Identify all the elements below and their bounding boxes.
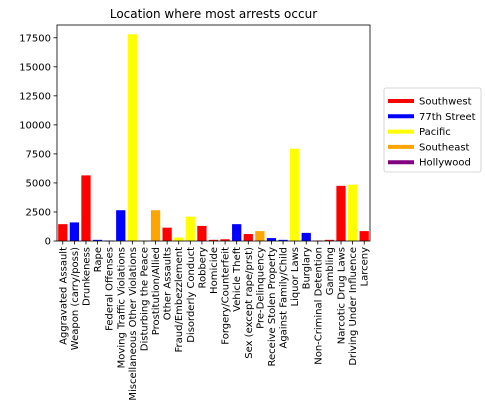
x-tick-label: Receive Stolen Property <box>267 247 278 367</box>
bar <box>266 238 277 241</box>
y-tick-label: 7500 <box>26 149 51 160</box>
bar <box>127 34 137 242</box>
x-tick-label: Forgery/Counterfeit <box>221 247 232 345</box>
x-tick-label: Pre-Delinquency <box>255 247 266 329</box>
legend-label: 77th Street <box>419 112 476 123</box>
bar <box>255 231 265 241</box>
legend-label: Southeast <box>419 142 470 153</box>
x-tick-label: Robbery <box>197 247 208 289</box>
x-tick-label: Homicide <box>209 247 220 294</box>
bar <box>220 239 230 241</box>
y-tick-label: 2500 <box>26 207 51 218</box>
y-tick-label: 15000 <box>19 62 51 73</box>
x-tick-label: Disturbing the Peace <box>139 247 150 351</box>
bar <box>92 239 103 241</box>
bar <box>58 224 68 241</box>
bar <box>69 222 80 241</box>
y-tick-label: 12500 <box>19 91 51 102</box>
plot-frame <box>56 24 371 242</box>
x-tick-label: Liquor Laws <box>290 247 301 307</box>
x-tick-label: Prostitution/Allied <box>151 247 162 335</box>
bar <box>197 225 207 241</box>
legend-box <box>383 87 482 173</box>
legend-label: Southwest <box>419 97 472 108</box>
x-tick-label: Rape <box>93 247 104 272</box>
y-tick-label: 0 <box>45 237 51 248</box>
bar <box>347 184 358 241</box>
x-tick-label: Gambling <box>325 247 336 295</box>
y-tick-label: 17500 <box>19 33 51 44</box>
legend-label: Hollywood <box>419 158 471 169</box>
x-tick-label: Disorderly Conduct <box>186 247 197 343</box>
bar <box>150 210 161 241</box>
x-tick-label: Burglary <box>302 247 313 289</box>
x-tick-label: Federal Offenses <box>105 247 116 331</box>
x-tick-label: Against Family/Child <box>279 247 290 349</box>
chart-title: Location where most arrests occur <box>110 7 317 21</box>
y-axis: 0 2500 5000 7500 10000 12500 15000 17500 <box>19 33 57 248</box>
bar <box>185 216 195 241</box>
x-tick-label: Drunkeness <box>81 247 92 306</box>
x-tick-label: Vehicle Theft <box>232 247 243 312</box>
bar <box>81 175 91 241</box>
x-tick-label: Narcotic Drug Laws <box>337 247 348 344</box>
bar <box>116 210 126 241</box>
bar <box>243 234 253 241</box>
x-tick-label: Driving Under Influence <box>348 247 359 366</box>
x-tick-label: Larceny <box>360 247 371 287</box>
x-tick-label: Weapon (carry/poss) <box>70 247 81 350</box>
bar <box>174 237 184 241</box>
y-tick-label: 10000 <box>19 120 51 131</box>
bar <box>290 148 300 241</box>
x-axis: Aggravated Assault Weapon (carry/poss) Dru… <box>58 241 371 401</box>
x-tick-label: Non-Criminal Detention <box>313 247 324 365</box>
bar <box>324 239 335 241</box>
bar <box>301 232 311 241</box>
x-tick-label: Aggravated Assault <box>58 247 69 345</box>
bar <box>359 231 369 241</box>
x-tick-label: Fraud/Embezzlement <box>174 247 185 353</box>
x-tick-label: Sex (except rape/prst) <box>244 247 255 359</box>
bar <box>208 239 219 241</box>
x-tick-label: Miscellaneous Other Violations <box>128 247 139 401</box>
bar <box>278 239 288 241</box>
legend: Southwest 77th Street Pacific Southeast Holl… <box>383 87 482 173</box>
legend-label: Pacific <box>419 127 451 138</box>
x-tick-label: Other Assaults <box>163 247 174 320</box>
bar-group <box>58 34 369 242</box>
bar <box>336 185 346 241</box>
bar <box>162 227 172 241</box>
bar <box>232 224 242 241</box>
x-tick-label: Moving Traffic Violations <box>116 247 127 368</box>
y-tick-label: 5000 <box>26 178 51 189</box>
